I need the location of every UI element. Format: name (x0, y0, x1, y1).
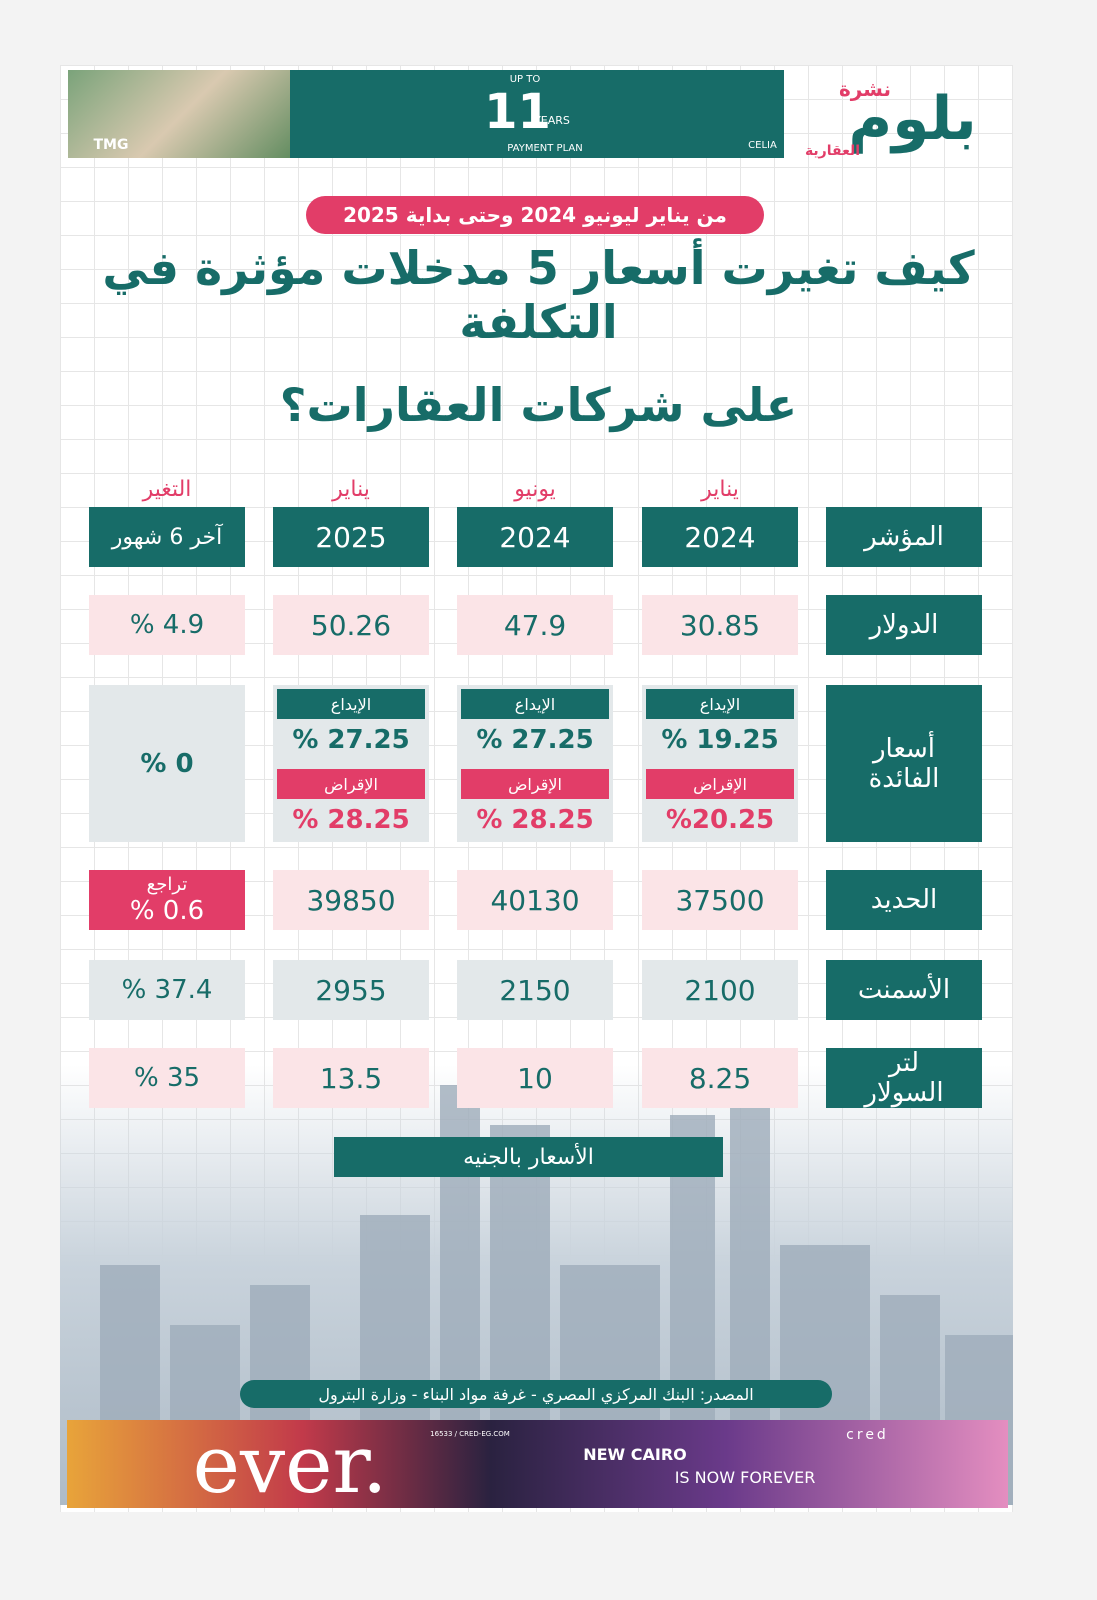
ad-company: cred (846, 1427, 889, 1443)
value-cell: 40130 (457, 870, 613, 930)
ad-years: YEARS (534, 113, 570, 127)
ad-ever: ever. (192, 1417, 388, 1511)
row-label: الحديد (826, 870, 982, 930)
value-cell: 30.85 (642, 595, 798, 655)
value-cell: 37500 (642, 870, 798, 930)
change-note: تراجع (146, 874, 188, 895)
change-cell: % 0 (89, 685, 245, 842)
source: المصدر: البنك المركزي المصري - غرفة مواد… (240, 1380, 832, 1408)
value-cell: 8.25 (642, 1048, 798, 1108)
title-line: على شركات العقارات؟ (279, 378, 798, 432)
change-value: % 0.6 (129, 896, 205, 926)
lending-label: الإقراض (461, 769, 609, 799)
deposit-value: % 27.25 (292, 725, 410, 755)
deposit-label: الإيداع (461, 689, 609, 719)
bottom-ad (67, 1420, 1008, 1508)
value-cell: 47.9 (457, 595, 613, 655)
value-cell: 2150 (457, 960, 613, 1020)
note: الأسعار بالجنيه (334, 1137, 723, 1177)
row-label: لتر السولار (826, 1048, 982, 1108)
ad-plan: PAYMENT PLAN (507, 142, 583, 154)
title-line: كيف تغيرت أسعار 5 مدخلات مؤثرة في التكلف… (102, 241, 975, 349)
ad-number: 11 (484, 84, 551, 140)
change-cell: تراجع% 0.6 (89, 870, 245, 930)
column-month: يناير (701, 476, 739, 502)
top-ad (290, 70, 784, 158)
deposit-label: الإيداع (277, 689, 425, 719)
value-cell: 10 (457, 1048, 613, 1108)
change-cell: % 37.4 (89, 960, 245, 1020)
lending-value: % 28.25 (476, 805, 594, 835)
deposit-label: الإيداع (646, 689, 794, 719)
column-header: المؤشر (826, 507, 982, 567)
ad-project: CELIA (748, 139, 777, 151)
value-cell: 2100 (642, 960, 798, 1020)
top-ad-image (68, 70, 298, 158)
column-month: يناير (332, 476, 370, 502)
change-cell: % 35 (89, 1048, 245, 1108)
lending-label: الإقراض (277, 769, 425, 799)
brand-top: نشرة (838, 77, 892, 101)
brand: بلوم (848, 84, 977, 154)
deposit-value: % 19.25 (661, 725, 779, 755)
ad-line1: NEW CAIRO (583, 1444, 687, 1464)
lending-label: الإقراض (646, 769, 794, 799)
row-label: الأسمنت (826, 960, 982, 1020)
subtitle: من يناير ليونيو 2024 وحتى بداية 2025 (306, 196, 764, 234)
column-year: 2024 (457, 507, 613, 567)
ad-brand: TMG (93, 137, 129, 153)
value-cell: 13.5 (273, 1048, 429, 1108)
value-cell: 2955 (273, 960, 429, 1020)
value-cell: 50.26 (273, 595, 429, 655)
ad-line2: IS NOW FOREVER (674, 1467, 816, 1487)
change-title: التغير (142, 476, 192, 502)
column-year: 2025 (273, 507, 429, 567)
lending-value: %20.25 (665, 805, 775, 835)
brand-bottom: العقارية (804, 143, 861, 159)
row-label: الدولار (826, 595, 982, 655)
ad-up-to: UP TO (509, 73, 541, 85)
value-cell: 39850 (273, 870, 429, 930)
change-header: آخر 6 شهور (89, 507, 245, 567)
column-month: يونيو (514, 476, 556, 502)
change-cell: % 4.9 (89, 595, 245, 655)
column-year: 2024 (642, 507, 798, 567)
ad-url: 16533 / CRED-EG.COM (430, 1430, 510, 1438)
row-label: أسعار الفائدة (826, 685, 982, 842)
deposit-value: % 27.25 (476, 725, 594, 755)
lending-value: % 28.25 (292, 805, 410, 835)
